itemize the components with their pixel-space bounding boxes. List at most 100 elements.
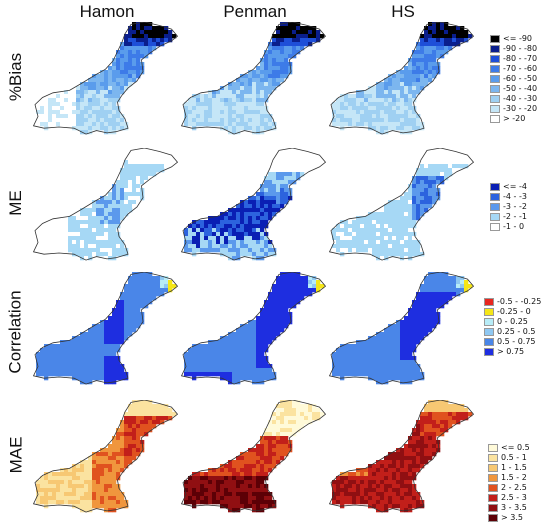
legend-bias-item: -30 - -20 bbox=[490, 104, 537, 114]
map-cell bbox=[140, 152, 145, 157]
map-cell bbox=[112, 332, 117, 337]
map-cell bbox=[300, 404, 305, 409]
map-cell bbox=[244, 228, 249, 233]
map-cell bbox=[268, 308, 273, 313]
map-cell bbox=[412, 110, 417, 115]
map-cell bbox=[412, 440, 417, 445]
map-cell bbox=[420, 208, 425, 213]
map-cell bbox=[412, 216, 417, 221]
map-cell bbox=[400, 216, 405, 221]
map-cell bbox=[68, 90, 73, 95]
map-cell bbox=[204, 220, 209, 225]
map-cell bbox=[424, 192, 429, 197]
map-cell bbox=[452, 168, 457, 173]
map-cell bbox=[368, 106, 373, 111]
map-cell bbox=[160, 30, 165, 35]
map-cell bbox=[200, 368, 205, 373]
map-cell bbox=[460, 284, 465, 289]
map-cell bbox=[156, 168, 161, 173]
map-cell bbox=[276, 332, 281, 337]
map-cell bbox=[288, 412, 293, 417]
map-cell bbox=[312, 30, 317, 35]
map-cell bbox=[292, 42, 297, 47]
map-cell bbox=[104, 324, 109, 329]
map-cell bbox=[432, 42, 437, 47]
legend-label: 3 - 3.5 bbox=[501, 503, 527, 512]
map-cell bbox=[416, 66, 421, 71]
map-cell bbox=[116, 208, 121, 213]
map-cell bbox=[64, 216, 69, 221]
map-cell bbox=[188, 236, 193, 241]
map-cell bbox=[244, 372, 249, 377]
map-cell bbox=[388, 244, 393, 249]
map-cell bbox=[264, 456, 269, 461]
map-cell bbox=[216, 118, 221, 123]
map-cell bbox=[128, 46, 133, 51]
map-cell bbox=[128, 38, 133, 43]
map-cell bbox=[236, 480, 241, 485]
map-cell bbox=[264, 220, 269, 225]
map-cell bbox=[224, 488, 229, 493]
map-cell bbox=[364, 368, 369, 373]
map-cell bbox=[268, 492, 273, 497]
map-cell bbox=[228, 460, 233, 465]
map-cell bbox=[132, 424, 137, 429]
map-cell bbox=[92, 324, 97, 329]
map-cell bbox=[436, 70, 441, 75]
map-cell bbox=[376, 106, 381, 111]
map-cell bbox=[400, 114, 405, 119]
map-cell bbox=[356, 110, 361, 115]
map-cell bbox=[412, 456, 417, 461]
map-cell bbox=[360, 98, 365, 103]
map-cell bbox=[148, 42, 153, 47]
map-cell bbox=[120, 456, 125, 461]
map-cell bbox=[404, 492, 409, 497]
map-cell bbox=[436, 148, 441, 153]
map-cell bbox=[240, 78, 245, 83]
map-cell bbox=[416, 500, 421, 505]
map-cell bbox=[224, 94, 229, 99]
map-cell bbox=[400, 508, 405, 513]
map-cell bbox=[364, 236, 369, 241]
map-cell bbox=[384, 472, 389, 477]
map-cell bbox=[404, 94, 409, 99]
map-cell bbox=[240, 236, 245, 241]
map-cell bbox=[356, 372, 361, 377]
map-cell bbox=[120, 444, 125, 449]
map-cell bbox=[400, 496, 405, 501]
map-cell bbox=[256, 344, 261, 349]
map-cell bbox=[204, 344, 209, 349]
map-cell bbox=[232, 496, 237, 501]
map-cell bbox=[416, 328, 421, 333]
map-cell bbox=[108, 348, 113, 353]
map-cell bbox=[264, 188, 269, 193]
map-cell bbox=[108, 344, 113, 349]
map-cell bbox=[140, 280, 145, 285]
map-cell bbox=[152, 168, 157, 173]
legend-correlation-item: 0.25 - 0.5 bbox=[484, 327, 541, 337]
map-cell bbox=[396, 504, 401, 509]
map-cell bbox=[248, 90, 253, 95]
map-cell bbox=[288, 172, 293, 177]
map-cell bbox=[268, 204, 273, 209]
map-cell bbox=[192, 360, 197, 365]
map-cell bbox=[404, 220, 409, 225]
map-cell bbox=[148, 30, 153, 35]
map-cell bbox=[404, 468, 409, 473]
legend-swatch bbox=[490, 75, 500, 83]
map-cell bbox=[304, 288, 309, 293]
map-cell bbox=[136, 444, 141, 449]
map-cell bbox=[128, 324, 133, 329]
map-cell bbox=[72, 114, 77, 119]
map-cell bbox=[276, 200, 281, 205]
map-cell bbox=[228, 82, 233, 87]
map-cell bbox=[276, 436, 281, 441]
map-cell bbox=[436, 164, 441, 169]
map-cell bbox=[416, 364, 421, 369]
map-cell bbox=[368, 372, 373, 377]
map-cell bbox=[236, 344, 241, 349]
map-cell bbox=[412, 240, 417, 245]
map-cell bbox=[264, 336, 269, 341]
map-cell bbox=[372, 248, 377, 253]
map-cell bbox=[108, 252, 113, 257]
